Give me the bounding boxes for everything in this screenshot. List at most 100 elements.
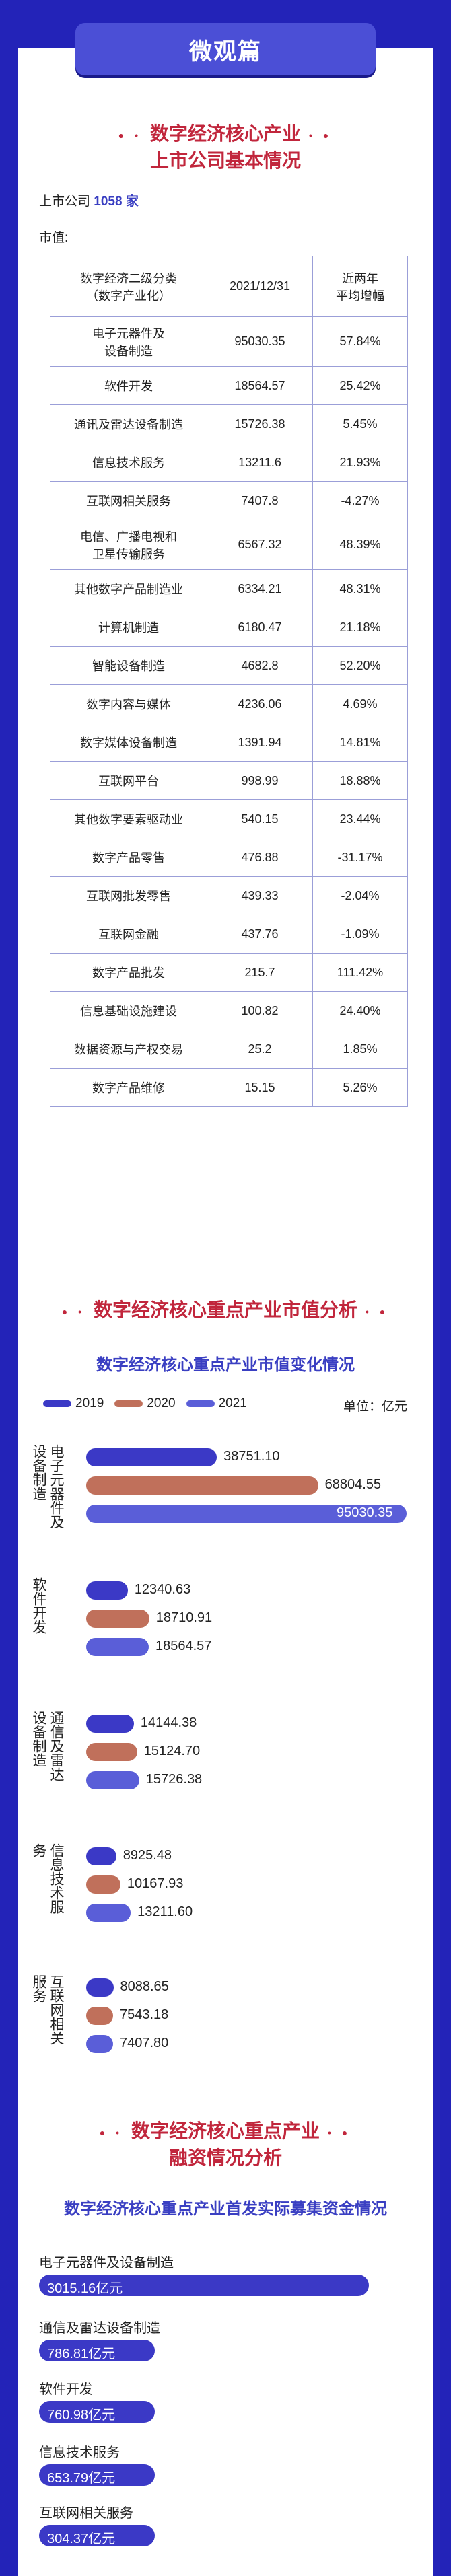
chart1-data-label: 10167.93 xyxy=(127,1876,184,1891)
table-row: 数据资源与产权交易 25.2 1.85% xyxy=(50,1030,408,1069)
chart1-data-label: 15124.70 xyxy=(143,1744,201,1758)
table-header-growth: 近两年 平均增幅 xyxy=(312,256,408,317)
chart1-data-label: 7407.80 xyxy=(120,2036,169,2050)
decor-dots-left: ● • xyxy=(61,1305,85,1317)
chart1-bar xyxy=(86,1743,137,1761)
chart1-category-label: 信息技术服务 xyxy=(31,1843,64,1914)
table-header-date: 2021/12/31 xyxy=(207,256,313,317)
chart2-bar xyxy=(39,2525,155,2546)
table-cell-category: 智能设备制造 xyxy=(50,646,207,685)
table-cell-growth: 1.85% xyxy=(312,1030,408,1069)
chart1-bar xyxy=(86,1847,116,1865)
table-cell-category: 互联网金融 xyxy=(50,915,207,954)
table-cell-category: 互联网平台 xyxy=(50,761,207,800)
chart2-data-label: 653.79亿元 xyxy=(47,2471,116,2486)
table-row: 软件开发 18564.57 25.42% xyxy=(50,366,408,405)
table-row: 信息技术服务 13211.6 21.93% xyxy=(50,443,408,482)
table-cell-growth: 5.45% xyxy=(312,404,408,443)
table-row: 通讯及雷达设备制造 15726.38 5.45% xyxy=(50,404,408,443)
chart2-category-label: 信息技术服务 xyxy=(39,2445,120,2460)
section1-title: ● • 数字经济核心产业 • ● 上市公司基本情况 xyxy=(118,123,333,171)
table-cell-growth: 52.20% xyxy=(312,646,408,685)
decor-dots-left: ● • xyxy=(99,2126,123,2138)
chart1-data-label: 8088.65 xyxy=(120,1979,169,1994)
table-cell-growth: 5.26% xyxy=(312,1068,408,1107)
decor-dots-left: ● • xyxy=(118,129,142,141)
section-tab: 微观篇 xyxy=(75,23,376,75)
chart1-unit: 单位：亿元 xyxy=(343,1400,408,1414)
table-cell-growth: 48.31% xyxy=(312,569,408,608)
market-value-label: 市值: xyxy=(39,231,69,245)
chart1-data-label: 95030.35 xyxy=(337,1505,393,1520)
table-cell-category: 软件开发 xyxy=(50,366,207,405)
table-cell-value: 439.33 xyxy=(207,876,313,915)
table-row: 智能设备制造 4682.8 52.20% xyxy=(50,646,408,685)
table-cell-category: 电信、广播电视和 卫星传输服务 xyxy=(50,520,207,570)
table-cell-growth: 21.93% xyxy=(312,443,408,482)
table-row: 数字产品维修 15.15 5.26% xyxy=(50,1068,408,1107)
chart2-data-label: 760.98亿元 xyxy=(47,2408,116,2423)
table-cell-value: 998.99 xyxy=(207,761,313,800)
market-value-table: 数字经济二级分类 （数字产业化） 2021/12/31 近两年 平均增幅 电子元… xyxy=(50,256,408,1107)
table-row: 数字产品批发 215.7 111.42% xyxy=(50,953,408,992)
table-row: 其他数字产品制造业 6334.21 48.31% xyxy=(50,569,408,608)
chart1-bar xyxy=(86,1638,149,1656)
table-cell-value: 7407.8 xyxy=(207,481,313,520)
chart1-bar xyxy=(86,1715,134,1733)
chart2-category-label: 通信及雷达设备制造 xyxy=(39,2321,160,2336)
table-cell-value: 15.15 xyxy=(207,1068,313,1107)
table-cell-value: 476.88 xyxy=(207,838,313,877)
table-cell-category: 数字内容与媒体 xyxy=(50,684,207,723)
chart1-bar xyxy=(86,1581,128,1600)
table-cell-category: 数字产品零售 xyxy=(50,838,207,877)
chart1-bar xyxy=(86,2035,113,2053)
table-cell-category: 数据资源与产权交易 xyxy=(50,1030,207,1069)
chart2-data-label: 304.37亿元 xyxy=(47,2532,116,2546)
table-cell-value: 95030.35 xyxy=(207,316,313,367)
table-header-row: 数字经济二级分类 （数字产业化） 2021/12/31 近两年 平均增幅 xyxy=(50,256,408,317)
table-cell-growth: 57.84% xyxy=(312,316,408,367)
table-cell-value: 4236.06 xyxy=(207,684,313,723)
chart2-subtitle: 数字经济核心重点产业首发实际募集资金情况 xyxy=(64,2200,387,2218)
legend-label-2019: 2019 xyxy=(75,1396,104,1410)
table-cell-growth: -31.17% xyxy=(312,838,408,877)
table-cell-value: 540.15 xyxy=(207,799,313,838)
table-row: 互联网平台 998.99 18.88% xyxy=(50,761,408,800)
chart1-bar xyxy=(86,1476,318,1495)
table-cell-growth: -1.09% xyxy=(312,915,408,954)
table-row: 数字媒体设备制造 1391.94 14.81% xyxy=(50,723,408,762)
chart1-data-label: 18710.91 xyxy=(155,1610,213,1625)
table-cell-category: 其他数字产品制造业 xyxy=(50,569,207,608)
section3-title: ● • 数字经济核心重点产业 • ● 融资情况分析 xyxy=(99,2120,352,2168)
chart1-data-label: 13211.60 xyxy=(137,1904,193,1919)
chart1-category-label: 电子元器件及设备制造 xyxy=(31,1444,64,1529)
table-cell-growth: 111.42% xyxy=(312,953,408,992)
chart1-category-label: 软件开发 xyxy=(31,1577,46,1634)
table-cell-value: 215.7 xyxy=(207,953,313,992)
legend-label-2020: 2020 xyxy=(147,1396,176,1410)
listed-companies: 上市公司 1058 家 xyxy=(39,194,139,209)
table-cell-value: 1391.94 xyxy=(207,723,313,762)
table-row: 计算机制造 6180.47 21.18% xyxy=(50,608,408,647)
table-cell-value: 13211.6 xyxy=(207,443,313,482)
table-row: 互联网批发零售 439.33 -2.04% xyxy=(50,876,408,915)
chart2-data-label: 3015.16亿元 xyxy=(47,2281,123,2296)
chart1-bar xyxy=(86,2007,113,2025)
chart1-legend: 2019 2020 2021 xyxy=(43,1396,247,1411)
table-cell-category: 数字产品维修 xyxy=(50,1068,207,1107)
table-header-category: 数字经济二级分类 （数字产业化） xyxy=(50,256,207,317)
table-cell-value: 4682.8 xyxy=(207,646,313,685)
table-cell-category: 互联网批发零售 xyxy=(50,876,207,915)
table-cell-growth: 21.18% xyxy=(312,608,408,647)
chart1-data-label: 14144.38 xyxy=(140,1715,197,1730)
chart1-data-label: 15726.38 xyxy=(145,1772,203,1787)
table-cell-growth: -4.27% xyxy=(312,481,408,520)
table-cell-growth: 23.44% xyxy=(312,799,408,838)
table-cell-value: 437.76 xyxy=(207,915,313,954)
chart1-data-label: 7543.18 xyxy=(120,2007,169,2022)
chart2-bar xyxy=(39,2401,155,2423)
legend-swatch-2021 xyxy=(186,1400,215,1407)
table-row: 电子元器件及 设备制造 95030.35 57.84% xyxy=(50,316,408,367)
chart2-bar xyxy=(39,2275,369,2296)
chart1-category-label: 互联网相关服务 xyxy=(31,1974,64,2045)
